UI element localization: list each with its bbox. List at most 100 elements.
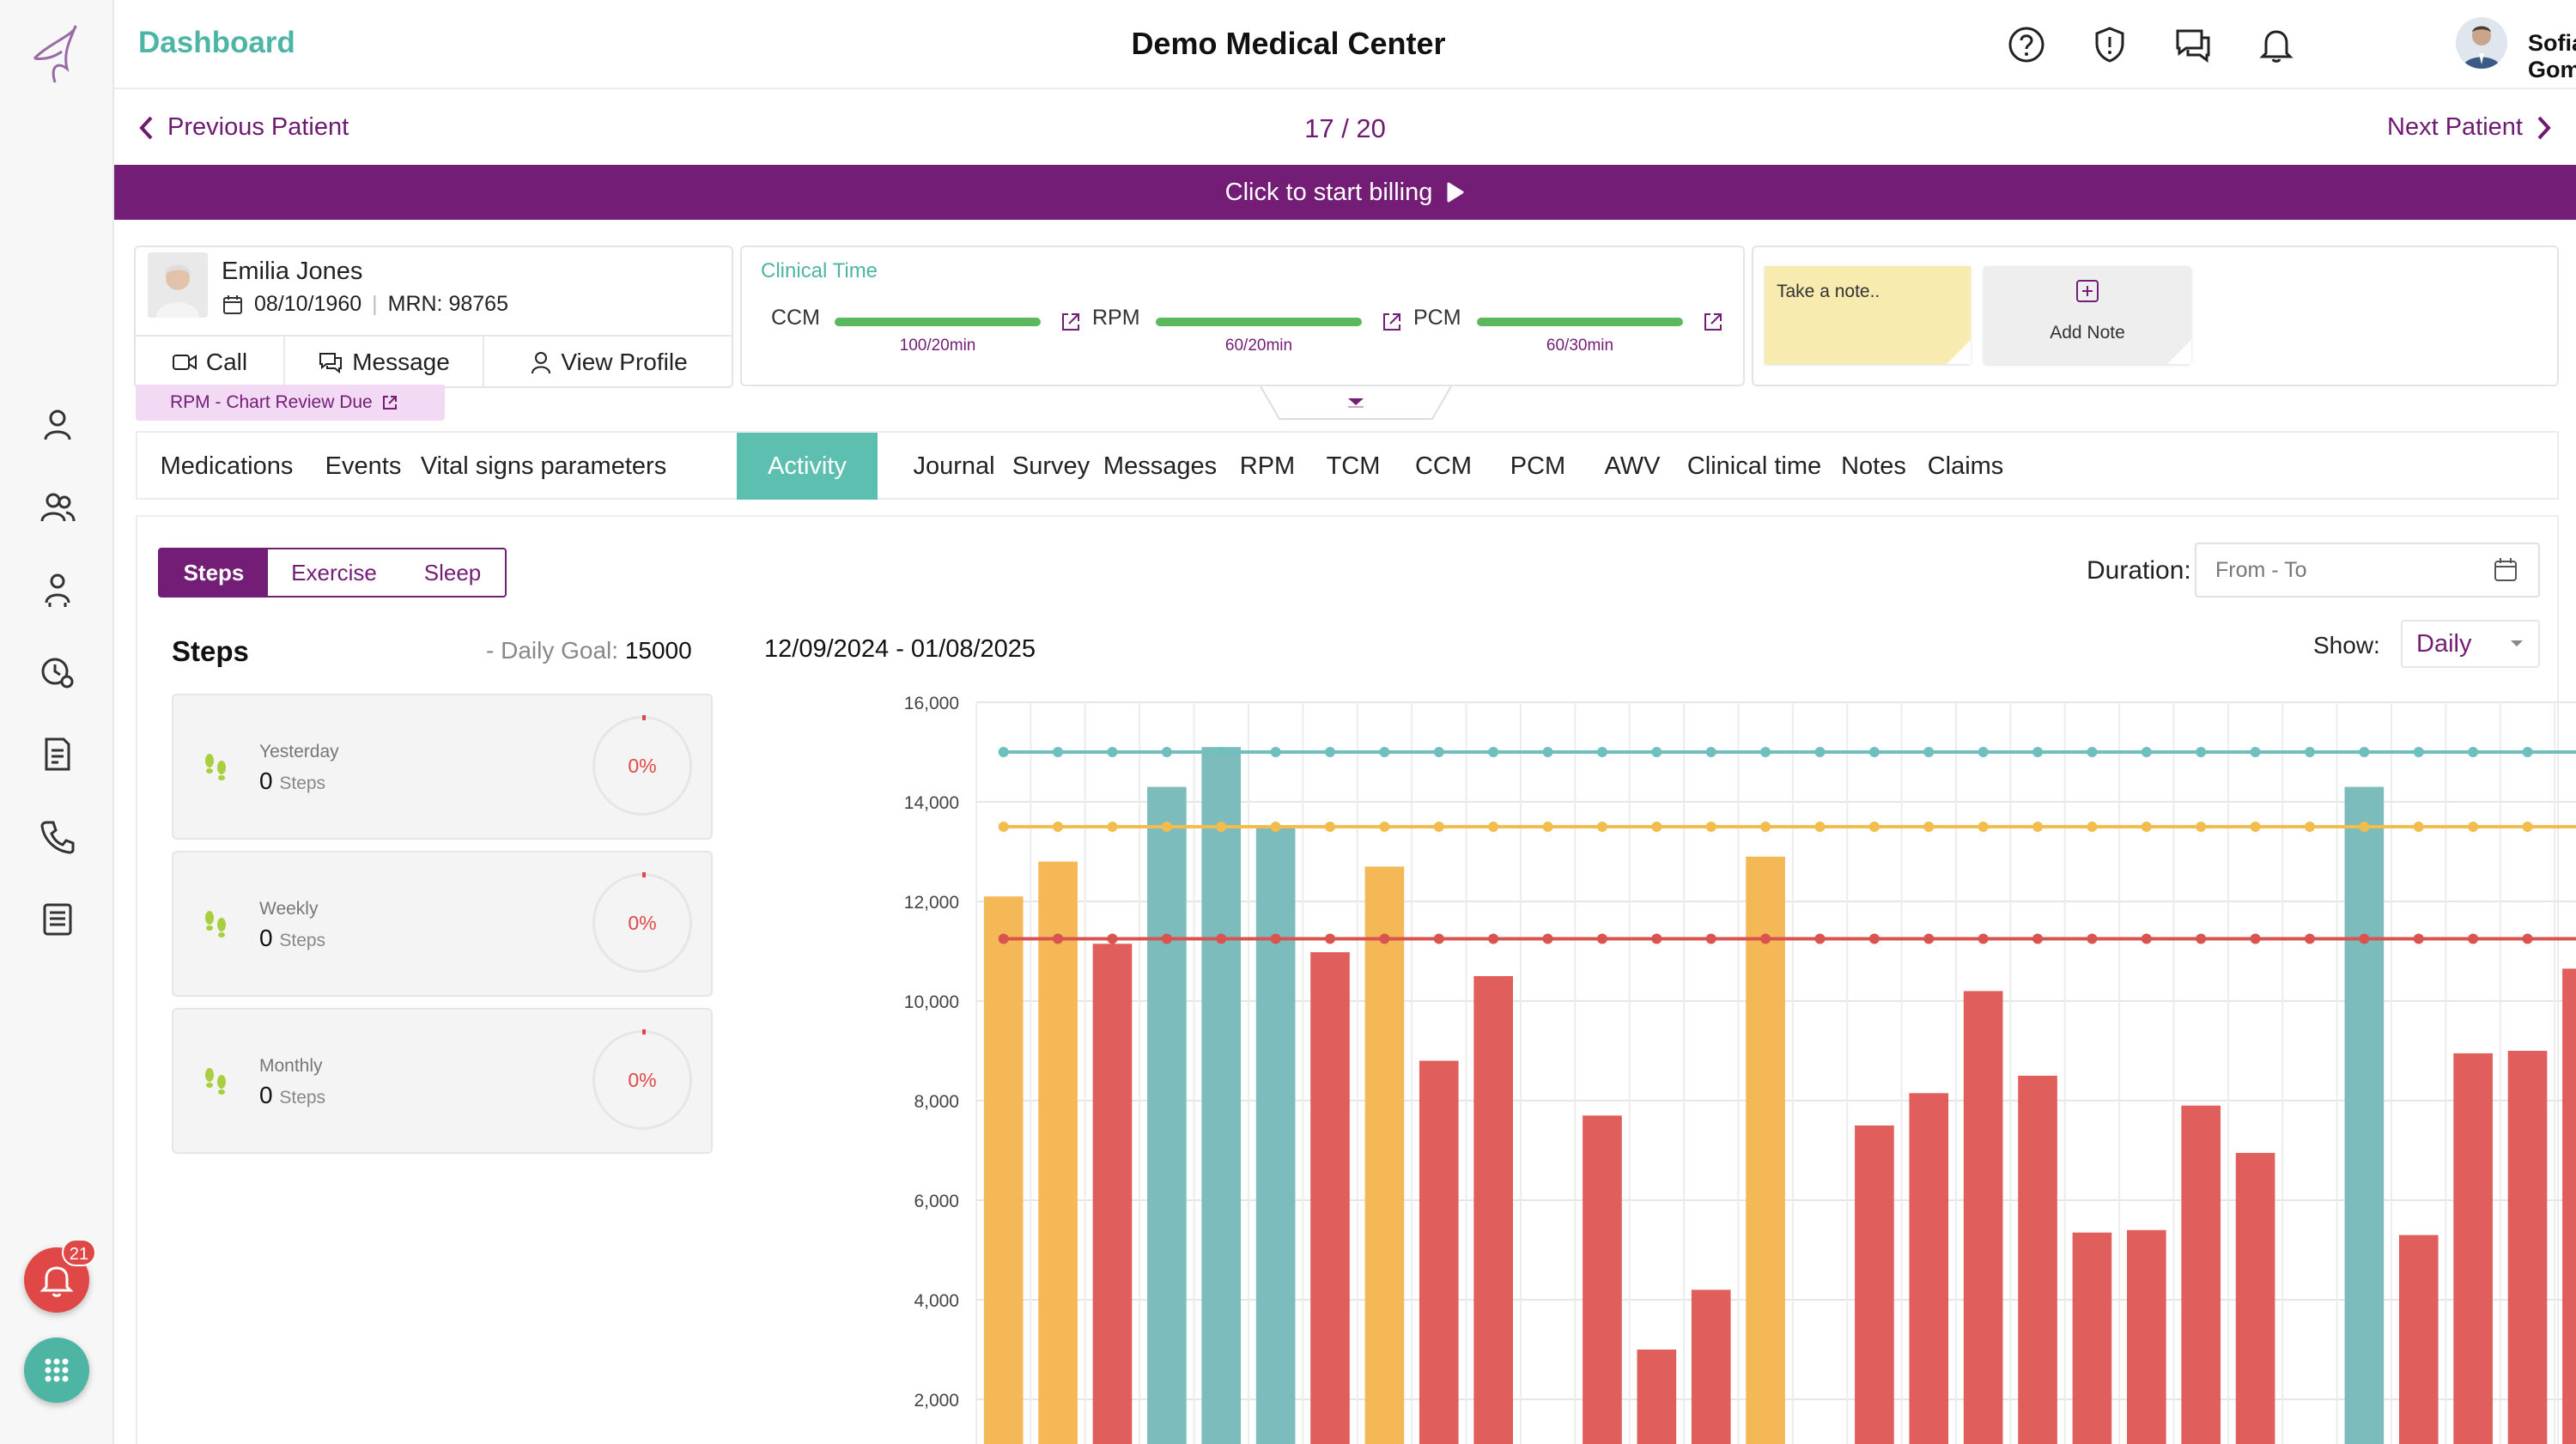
segment-exercise[interactable]: Exercise: [268, 548, 402, 598]
call-button[interactable]: Call: [136, 335, 285, 388]
segment-steps[interactable]: Steps: [158, 548, 270, 598]
reference-point: [1433, 747, 1444, 757]
ccm-external-link-icon[interactable]: [1060, 311, 1082, 333]
reference-point: [2468, 822, 2479, 832]
patients-group-icon[interactable]: [38, 488, 77, 527]
schedule-icon[interactable]: [38, 652, 77, 692]
chart-bar: [2018, 1076, 2057, 1444]
reference-point: [1488, 933, 1499, 944]
chart-bar: [1364, 866, 1405, 1444]
reference-point: [1978, 747, 1989, 757]
patient-name: Emilia Jones: [222, 258, 363, 285]
collapse-toggle[interactable]: [1259, 385, 1453, 422]
next-patient-label: Next Patient: [2387, 113, 2523, 141]
tab-rpm[interactable]: RPM: [1239, 452, 1296, 480]
rpm-label: RPM: [1092, 306, 1140, 330]
duration-placeholder: From - To: [2215, 557, 2307, 582]
reference-point: [1053, 933, 1064, 944]
reference-point: [2087, 747, 2098, 757]
reference-point: [2250, 747, 2261, 757]
footsteps-icon: [205, 1068, 226, 1095]
reference-point: [1760, 747, 1771, 757]
add-note-button[interactable]: Add Note: [1984, 266, 2191, 364]
footsteps-icon: [205, 754, 226, 780]
reference-point: [2413, 747, 2424, 757]
tab-activity[interactable]: Activity: [737, 433, 878, 500]
progress-ring: 0%: [592, 872, 692, 973]
show-label: Show:: [2313, 632, 2380, 658]
reference-point: [2359, 747, 2370, 757]
view-profile-button[interactable]: View Profile: [484, 335, 733, 388]
add-note-fold-icon: [2167, 340, 2191, 364]
y-tick-label: 6,000: [914, 1192, 959, 1211]
sticky-note[interactable]: Take a note..: [1765, 266, 1971, 364]
duration-label: Duration:: [2087, 556, 2191, 585]
tab-claims[interactable]: Claims: [1927, 452, 2004, 480]
stat-value: 0 Steps: [259, 768, 325, 795]
reference-point: [2250, 822, 2261, 832]
reference-point: [1542, 747, 1553, 757]
daily-goal-value: 15000: [624, 637, 692, 664]
stat-card-monthly: Monthly 0 Steps 0%: [172, 1008, 713, 1154]
reference-point: [1542, 933, 1553, 944]
reference-point: [1325, 933, 1336, 944]
chat-icon[interactable]: [2172, 24, 2214, 65]
stat-unit: Steps: [279, 774, 326, 793]
duration-picker[interactable]: From - To: [2195, 543, 2540, 598]
pcm-external-link-icon[interactable]: [1702, 311, 1724, 333]
steps-title: Steps: [172, 635, 249, 667]
reference-point: [1270, 747, 1281, 757]
progress-percent: 0%: [628, 911, 657, 934]
phone-call-icon[interactable]: [38, 817, 77, 857]
tab-awv[interactable]: AWV: [1604, 452, 1661, 480]
reference-point: [2141, 822, 2152, 832]
help-icon[interactable]: [2006, 24, 2047, 65]
tab-notes[interactable]: Notes: [1841, 452, 1906, 480]
tab-messages[interactable]: Messages: [1103, 452, 1218, 480]
patient-icon[interactable]: [38, 405, 77, 445]
view-profile-label: View Profile: [561, 349, 688, 375]
alarm-bell-icon: [39, 1266, 74, 1297]
tab-events[interactable]: Events: [325, 452, 402, 480]
tab-pcm[interactable]: PCM: [1510, 452, 1566, 480]
dialpad-button[interactable]: [24, 1338, 89, 1403]
billing-report-icon[interactable]: [38, 735, 77, 774]
progress-percent: 0%: [628, 1068, 657, 1091]
tab-medications[interactable]: Medications: [160, 452, 294, 480]
show-period-select[interactable]: Daily: [2401, 620, 2540, 668]
care-team-icon[interactable]: [38, 570, 77, 610]
reference-point: [2087, 822, 2098, 832]
tab-tcm[interactable]: TCM: [1326, 452, 1381, 480]
user-avatar[interactable]: [2456, 17, 2507, 69]
start-billing-bar[interactable]: Click to start billing: [114, 165, 2576, 220]
dashboard-title[interactable]: Dashboard: [138, 26, 295, 59]
notes-list-icon[interactable]: [38, 900, 77, 939]
chart-bar: [2562, 968, 2576, 1444]
tab-journal[interactable]: Journal: [913, 452, 995, 480]
chart-bar: [1691, 1289, 1731, 1444]
reference-point: [1705, 747, 1716, 757]
tab-clinical-time[interactable]: Clinical time: [1686, 452, 1822, 480]
previous-patient-link[interactable]: Previous Patient: [138, 113, 349, 142]
tab-ccm[interactable]: CCM: [1414, 452, 1473, 480]
reference-point: [2141, 933, 2152, 944]
profile-icon: [532, 352, 551, 374]
message-button[interactable]: Message: [285, 335, 484, 388]
y-tick-label: 12,000: [904, 893, 959, 913]
alert-shield-icon[interactable]: [2089, 24, 2130, 65]
reference-point: [2087, 933, 2098, 944]
segment-sleep[interactable]: Sleep: [400, 548, 507, 598]
app-logo-icon[interactable]: [24, 17, 93, 89]
notification-bell-icon[interactable]: [2256, 24, 2297, 65]
stat-card-weekly: Weekly 0 Steps 0%: [172, 851, 713, 997]
chart-review-tag[interactable]: RPM - Chart Review Due: [136, 385, 445, 421]
tab-survey[interactable]: Survey: [1012, 452, 1091, 480]
reference-point: [1107, 822, 1118, 832]
rpm-external-link-icon[interactable]: [1381, 311, 1403, 333]
tab-vital-signs-parameters[interactable]: Vital signs parameters: [420, 452, 667, 480]
user-name[interactable]: Sofia Gomez: [2528, 30, 2576, 82]
ccm-label: CCM: [771, 306, 820, 330]
next-patient-link[interactable]: Next Patient: [2387, 113, 2552, 142]
reference-point: [1651, 822, 1662, 832]
footsteps-icon: [205, 911, 226, 937]
